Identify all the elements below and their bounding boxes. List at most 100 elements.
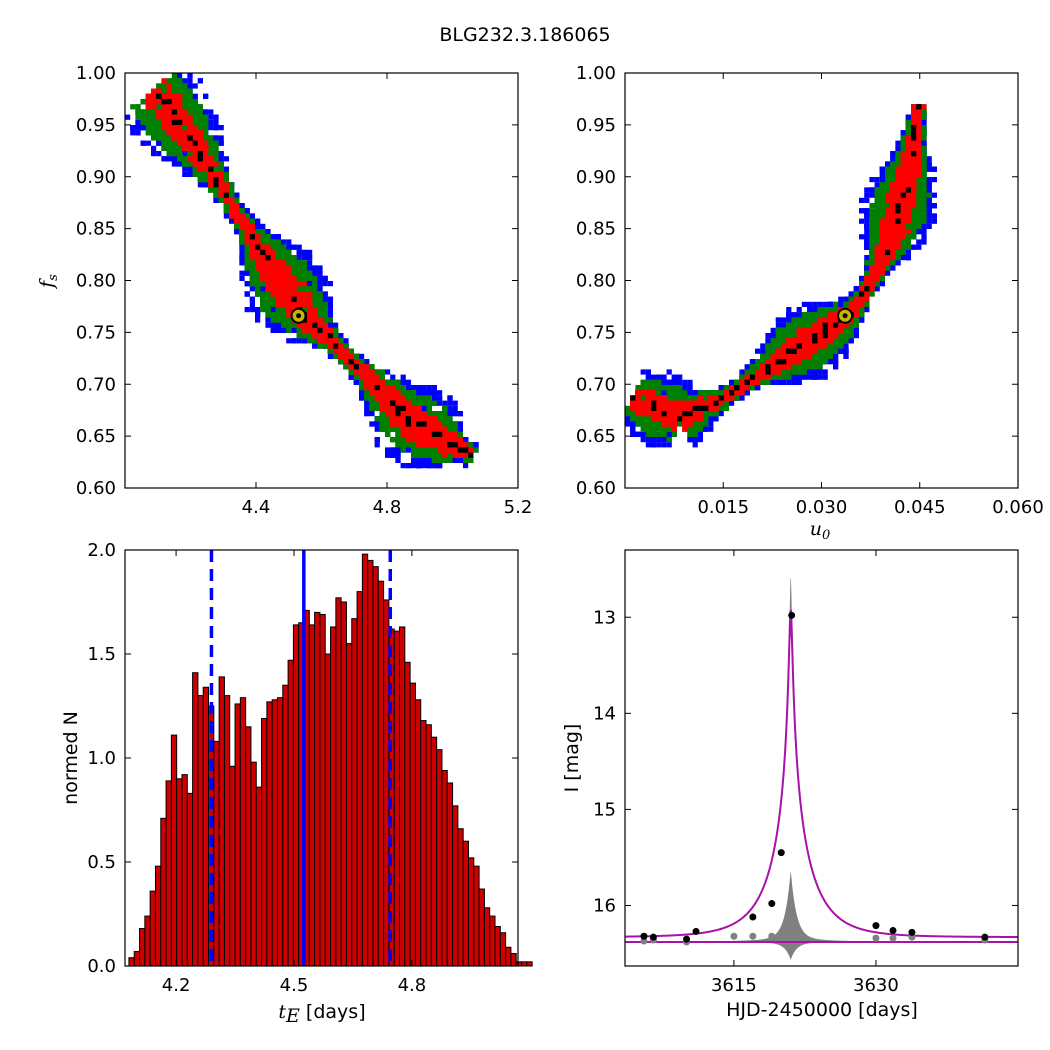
heat-cell [171,78,177,84]
heat-cell [166,145,172,151]
heat-cell [437,400,443,406]
heat-cell [182,78,188,84]
heat-cell [249,307,255,313]
heat-cell [416,400,422,406]
heat-cell [171,145,177,151]
heat-cell [395,457,401,463]
heat-cell [203,182,209,188]
heat-cell [255,317,261,323]
heat-cell [182,125,188,131]
heat-cell [192,171,198,177]
heat-cell [223,203,229,209]
heat-cell [255,275,261,281]
heat-cell [312,270,318,276]
heat-cell [307,281,313,287]
heat-cell [400,431,406,437]
heat-cell [301,265,307,271]
heat-cell [395,379,401,385]
heat-cell [208,187,214,193]
heat-cell [333,322,339,328]
heat-cell [317,301,323,307]
heat-cell [374,369,380,375]
heat-cell [182,161,188,167]
heat-cell [296,260,302,266]
heat-cell [229,187,235,193]
heat-cell [249,296,255,302]
heat-cell [296,327,302,333]
heat-cell [281,327,287,333]
heat-cell [374,416,380,422]
heat-cell [374,405,380,411]
heat-cell [312,281,318,287]
heat-cell [296,255,302,261]
heat-cell [400,442,406,448]
heat-cell [208,182,214,188]
heat-cell [223,177,229,183]
heat-cell [473,442,479,448]
heat-cell [468,457,474,463]
heat-cell [255,265,261,271]
heat-cell [203,119,209,125]
heat-cell [291,260,297,266]
heat-cell [322,343,328,349]
heat-cell [275,255,281,261]
heat-cell [161,88,167,94]
heat-cell [177,161,183,167]
heat-cell [359,379,365,385]
heat-cell [405,379,411,385]
heat-cell [369,421,375,427]
heat-cell [249,255,255,261]
heat-cell [239,234,245,240]
heat-cell [411,447,417,453]
heat-cell [416,463,422,469]
heat-cell [286,338,292,344]
heat-cell [281,317,287,323]
heat-cell [395,385,401,391]
heat-cell [270,249,276,255]
heat-cell [286,249,292,255]
heat-cell [452,421,458,427]
heat-cell [348,369,354,375]
heat-cell [177,73,183,79]
heat-cell [275,249,281,255]
heat-cell [353,374,359,380]
heat-cell [301,338,307,344]
heat-cell [421,463,427,469]
heat-cell [161,83,167,89]
heat-cell [390,447,396,453]
heat-cell [447,411,453,417]
heat-cell [301,286,307,292]
heat-cell [197,177,203,183]
heat-cell [364,359,370,365]
heat-cell [255,270,261,276]
heat-cell [312,286,318,292]
heat-cell [379,416,385,422]
heat-cell [426,405,432,411]
heat-cell [171,161,177,167]
heat-cell [260,223,266,229]
heat-cell [218,166,224,172]
heat-cell [171,140,177,146]
heat-cell [156,104,162,110]
heat-cell [327,317,333,323]
heat-cell [255,229,261,235]
heat-cell [255,218,261,224]
heat-cell [343,343,349,349]
heat-cell [239,208,245,214]
heat-cell [265,239,271,245]
heat-cell [296,244,302,250]
heat-cell [192,114,198,120]
heat-cell [442,457,448,463]
heat-cell [244,270,250,276]
heat-cell [307,260,313,266]
heat-cell [244,213,250,219]
heat-cell [244,291,250,297]
panel-te-fs: 4.4 4.8 5.20.600.650.700.750.800.850.900.9… [36,63,532,518]
heat-cell [197,130,203,136]
heat-cell [447,395,453,401]
heat-cell [213,192,219,198]
heat-cell [255,281,261,287]
heat-cell [203,93,209,99]
heat-cell [156,135,162,141]
heat-cell [338,359,344,365]
